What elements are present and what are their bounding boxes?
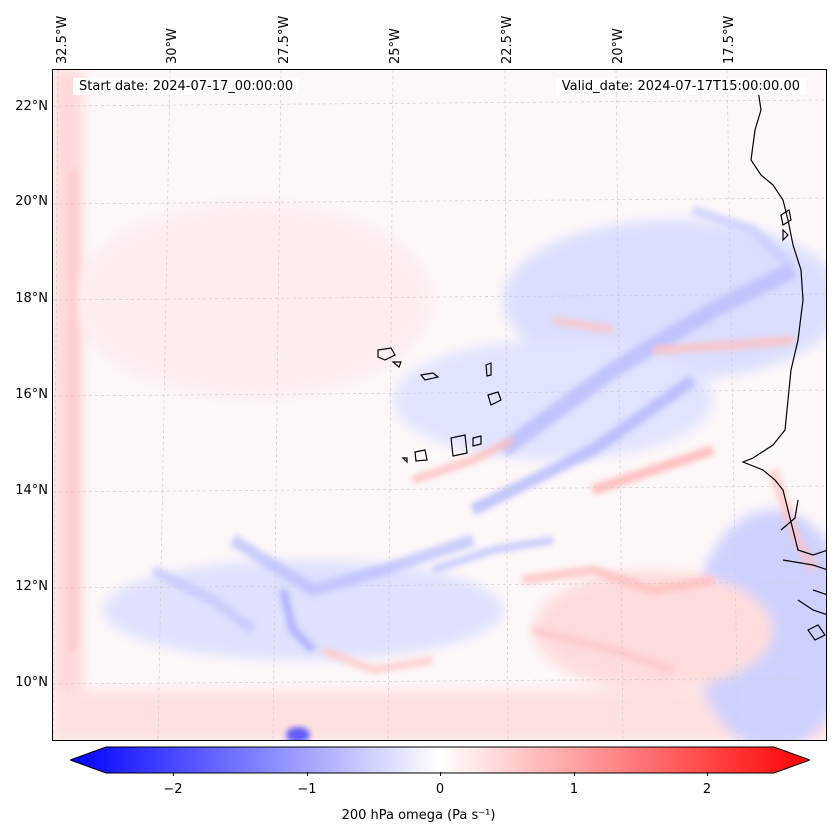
map-panel: Start date: 2024-07-17_00:00:00 Valid_da…	[52, 69, 827, 741]
colorbar-tick-label-minus2: −2	[163, 782, 183, 797]
coastline	[741, 89, 826, 641]
field-broad	[53, 70, 826, 740]
lat-label-12n: 12°N	[15, 579, 48, 594]
coastal-island-north	[780, 209, 792, 226]
lon-label-17-5w: 17.5°W	[722, 15, 737, 64]
colorbar-tick-label-1: 1	[569, 782, 579, 797]
coastal-island-south	[782, 228, 789, 242]
graticule	[53, 70, 826, 740]
lat-label-22n: 22°N	[15, 99, 48, 114]
island-fogo	[414, 449, 428, 462]
colorbar-tick-2	[707, 772, 708, 776]
island-maio	[472, 435, 482, 447]
cape-verde-islands	[377, 347, 502, 464]
lon-label-25w: 25°W	[388, 28, 403, 64]
lat-label-20n: 20°N	[15, 194, 48, 209]
colorbar-tick-1	[574, 772, 575, 776]
colorbar-tick-minus1	[307, 772, 308, 776]
omega-field-map	[53, 70, 826, 740]
colorbar-tick-minus2	[173, 772, 174, 776]
island-boa-vista	[487, 391, 502, 406]
lon-label-27-5w: 27.5°W	[277, 15, 292, 64]
gambia-coast	[780, 499, 799, 531]
valid-date-label: Valid_date: 2024-07-17T15:00:00.00	[555, 78, 806, 95]
island-brava	[401, 457, 408, 464]
start-date-label: Start date: 2024-07-17_00:00:00	[73, 78, 300, 95]
island-santo-antao	[377, 347, 396, 361]
field-streaks	[69, 170, 818, 675]
colorbar	[68, 746, 812, 774]
colorbar-label: 200 hPa omega (Pa s⁻¹)	[341, 808, 496, 823]
island-sao-vicente	[391, 361, 402, 368]
lat-label-18n: 18°N	[15, 291, 48, 306]
island-santiago	[450, 434, 468, 457]
island-sal	[485, 362, 492, 377]
guinea-coast	[812, 589, 826, 595]
guinea-islands	[797, 599, 826, 615]
island-sao-nicolau	[419, 372, 440, 381]
lat-label-16n: 16°N	[15, 387, 48, 402]
colorbar-tick-label-2: 2	[702, 782, 712, 797]
colorbar-tick-label-0: 0	[435, 782, 445, 797]
island-bijagos	[807, 624, 826, 641]
lon-label-32-5w: 32.5°W	[55, 15, 70, 64]
colorbar-tick-0	[440, 772, 441, 776]
strong-ascent-spot	[286, 727, 310, 740]
guinea-bissau-coast	[782, 559, 826, 570]
lat-label-10n: 10°N	[15, 675, 48, 690]
lon-label-20w: 20°W	[611, 28, 626, 64]
colorbar-gradient	[68, 746, 812, 774]
colorbar-tick-label-minus1: −1	[297, 782, 317, 797]
lon-label-22-5w: 22.5°W	[500, 15, 515, 64]
lat-label-14n: 14°N	[15, 483, 48, 498]
lon-label-30w: 30°W	[165, 28, 180, 64]
africa-coastline	[741, 89, 826, 556]
